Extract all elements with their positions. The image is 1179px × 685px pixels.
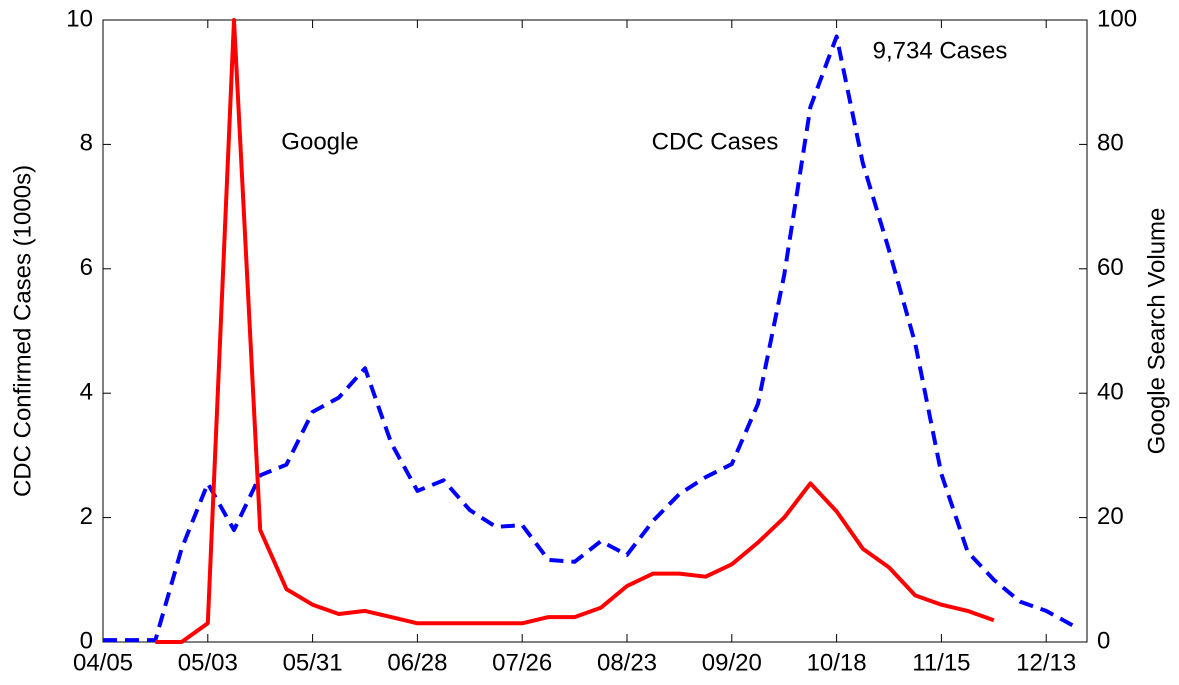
y2-tick-label: 40: [1097, 379, 1124, 406]
x-tick-label: 12/13: [1016, 649, 1076, 676]
x-tick-label: 09/20: [702, 649, 762, 676]
y2-tick-label: 80: [1097, 130, 1124, 157]
x-tick-label: 10/18: [807, 649, 867, 676]
data-line: [103, 34, 1074, 643]
plot-frame: [102, 19, 1088, 643]
annotation: 9,734 Cases: [873, 37, 1008, 64]
y2-tick-label: 60: [1097, 254, 1124, 281]
y-tick-label: 2: [80, 503, 93, 530]
y-tick-label: 4: [80, 379, 93, 406]
x-tick-label: 04/05: [73, 649, 133, 676]
y-tick-label: 10: [66, 5, 93, 32]
y-tick-label: 0: [80, 627, 93, 654]
data-line: [155, 18, 995, 644]
annotation: CDC Cases: [652, 128, 779, 155]
x-tick-label: 05/31: [283, 649, 343, 676]
x-tick-label: 11/15: [912, 649, 970, 676]
x-tick-label: 05/03: [178, 649, 238, 676]
y-axis-label: CDC Confirmed Cases (1000s): [9, 165, 36, 497]
annotation: Google: [281, 128, 358, 155]
y2-tick-label: 0: [1097, 627, 1110, 654]
x-tick-label: 06/28: [387, 649, 447, 676]
y2-tick-label: 20: [1097, 503, 1124, 530]
y2-tick-label: 100: [1097, 5, 1137, 32]
x-tick-label: 08/23: [597, 649, 657, 676]
y-tick-label: 6: [80, 254, 93, 281]
y-tick-label: 8: [80, 130, 93, 157]
y2-axis-label: Google Search Volume: [1143, 208, 1170, 455]
x-tick-label: 07/26: [492, 649, 552, 676]
